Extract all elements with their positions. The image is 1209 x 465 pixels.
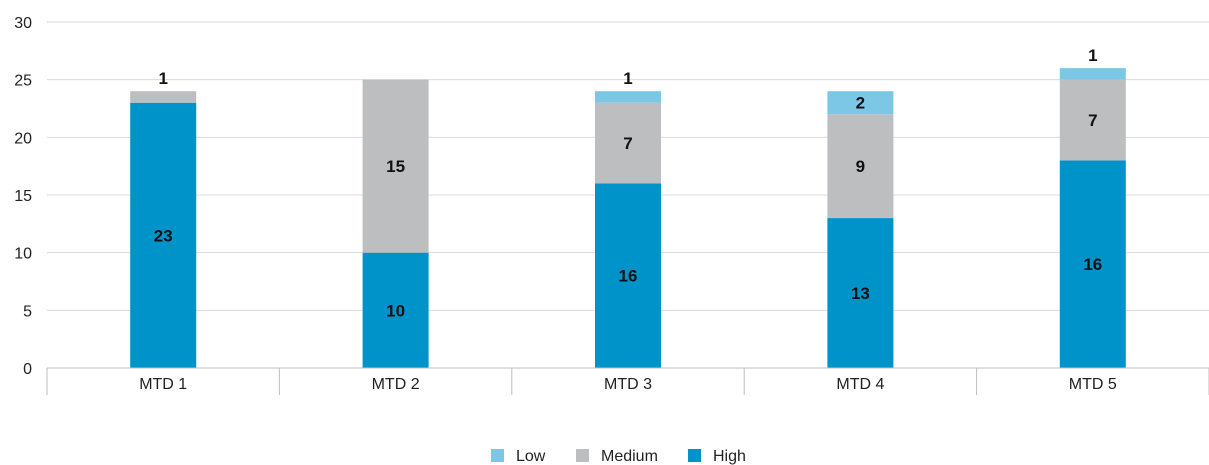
y-axis: 0 5 10 15 20 25 30 (14, 15, 32, 378)
data-label-high-4: 13 (851, 284, 870, 303)
data-label-medium-2: 15 (386, 157, 405, 176)
bar-medium-5 (1059, 79, 1126, 161)
bar-high-5 (1059, 160, 1126, 368)
data-label-medium-5: 7 (1088, 111, 1097, 130)
bar-low-5 (1059, 68, 1126, 80)
bar-medium-2 (362, 79, 429, 253)
x-category-label: MTD 5 (1069, 376, 1117, 393)
bar-low-4 (827, 91, 894, 115)
legend-label-medium: Medium (601, 448, 658, 465)
y-tick-label: 5 (23, 303, 32, 320)
bar-high-4 (827, 218, 894, 368)
data-label-low-1: 1 (158, 69, 167, 88)
bar-high-3 (595, 183, 661, 368)
data-label-high-3: 16 (619, 267, 638, 286)
bars (130, 68, 1126, 368)
x-axis: MTD 1 MTD 2 MTD 3 MTD 4 MTD 5 (46, 367, 1209, 395)
x-category-label: MTD 4 (836, 376, 884, 393)
y-tick-label: 0 (23, 361, 32, 378)
data-label-low-3: 1 (623, 69, 632, 88)
legend-swatch-medium (576, 449, 589, 462)
x-category-label: MTD 2 (372, 376, 420, 393)
bar-high-2 (362, 252, 429, 368)
legend-label-high: High (713, 448, 746, 465)
bar-medium-4 (827, 114, 894, 219)
data-label-medium-4: 9 (856, 157, 865, 176)
data-label-medium-3: 7 (623, 134, 632, 153)
data-label-low-5: 1 (1088, 46, 1097, 65)
x-category-label: MTD 1 (139, 376, 187, 393)
data-label-high-1: 23 (154, 226, 173, 245)
data-label-high-5: 16 (1083, 255, 1102, 274)
bar-low-3 (595, 91, 661, 103)
bar-high-1 (130, 102, 197, 368)
legend-swatch-high (688, 449, 701, 462)
y-tick-label: 30 (14, 15, 32, 32)
legend-label-low: Low (516, 448, 546, 465)
legend: Low Medium High (491, 448, 746, 465)
bar-medium-3 (595, 102, 661, 184)
bar-medium-1 (130, 91, 197, 103)
data-labels: 23 1 10 15 16 7 1 13 9 2 16 7 1 (154, 46, 1103, 320)
y-tick-label: 20 (14, 130, 32, 147)
data-label-low-4: 2 (856, 94, 865, 113)
y-tick-label: 10 (14, 246, 32, 263)
legend-swatch-low (491, 449, 504, 462)
y-tick-label: 15 (14, 188, 32, 205)
x-category-label: MTD 3 (604, 376, 652, 393)
y-tick-label: 25 (14, 73, 32, 90)
data-label-high-2: 10 (386, 301, 405, 320)
